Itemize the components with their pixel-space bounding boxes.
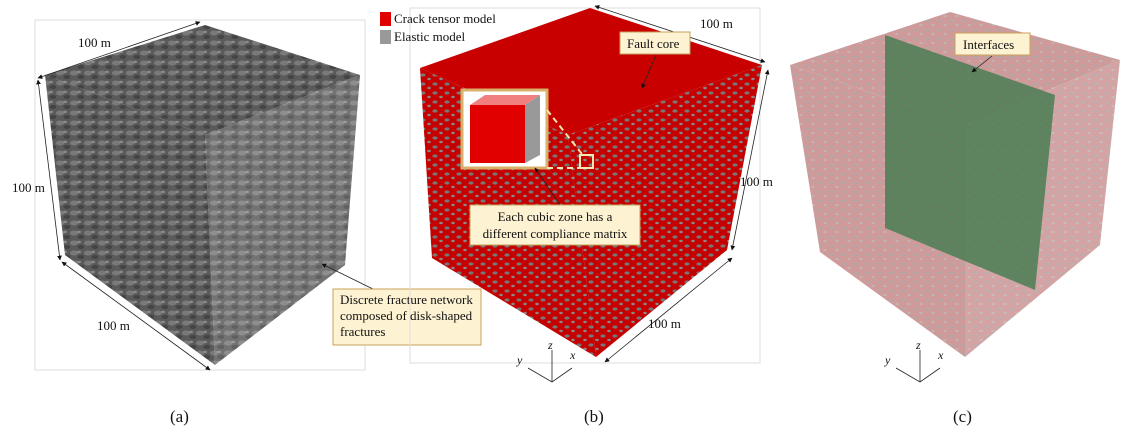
axis-label: z bbox=[547, 338, 553, 352]
legend-label: Elastic model bbox=[394, 29, 466, 44]
panel-label: (c) bbox=[953, 407, 972, 426]
panel-label: (b) bbox=[584, 407, 604, 426]
legend-label: Crack tensor model bbox=[394, 11, 496, 26]
callout-text: Each cubic zone has a bbox=[498, 209, 613, 224]
axis-line bbox=[920, 368, 940, 382]
annotation-text: Interfaces bbox=[963, 37, 1014, 52]
inset-front bbox=[470, 105, 525, 163]
legend-swatch bbox=[380, 12, 391, 26]
axis-label: y bbox=[884, 353, 891, 367]
callout-text: Discrete fracture network bbox=[340, 292, 473, 307]
axis-line bbox=[896, 368, 920, 382]
annotation-text: Fault core bbox=[627, 36, 680, 51]
axis-label: y bbox=[516, 353, 523, 367]
axis-triad: z y x bbox=[516, 338, 576, 382]
dimension-label: 100 m bbox=[12, 180, 45, 195]
dimension-label: 100 m bbox=[740, 174, 773, 189]
figure: 100 m 100 m 100 m Discrete fracture netw… bbox=[0, 0, 1124, 435]
dimension-label: 100 m bbox=[78, 35, 111, 50]
callout-text: fractures bbox=[340, 324, 385, 339]
dimension-label: 100 m bbox=[648, 316, 681, 331]
panel-label: (a) bbox=[170, 407, 189, 426]
callout-text: different compliance matrix bbox=[483, 226, 628, 241]
axis-label: x bbox=[937, 348, 944, 362]
panel-a: 100 m 100 m 100 m Discrete fracture netw… bbox=[12, 20, 481, 426]
panel-b: Crack tensor model Elastic model 100 m 1… bbox=[380, 6, 773, 426]
axis-label: z bbox=[915, 338, 921, 352]
callout-text: composed of disk-shaped bbox=[340, 308, 473, 323]
legend-swatch bbox=[380, 30, 391, 44]
dimension-label: 100 m bbox=[700, 16, 733, 31]
axis-label: x bbox=[569, 348, 576, 362]
panel-c: Interfaces z y x (c) bbox=[790, 12, 1120, 426]
axis-line bbox=[528, 368, 552, 382]
dimension-label: 100 m bbox=[97, 318, 130, 333]
axis-line bbox=[552, 368, 572, 382]
inset-side bbox=[525, 95, 540, 163]
arrow bbox=[322, 264, 375, 290]
axis-triad: z y x bbox=[884, 338, 944, 382]
